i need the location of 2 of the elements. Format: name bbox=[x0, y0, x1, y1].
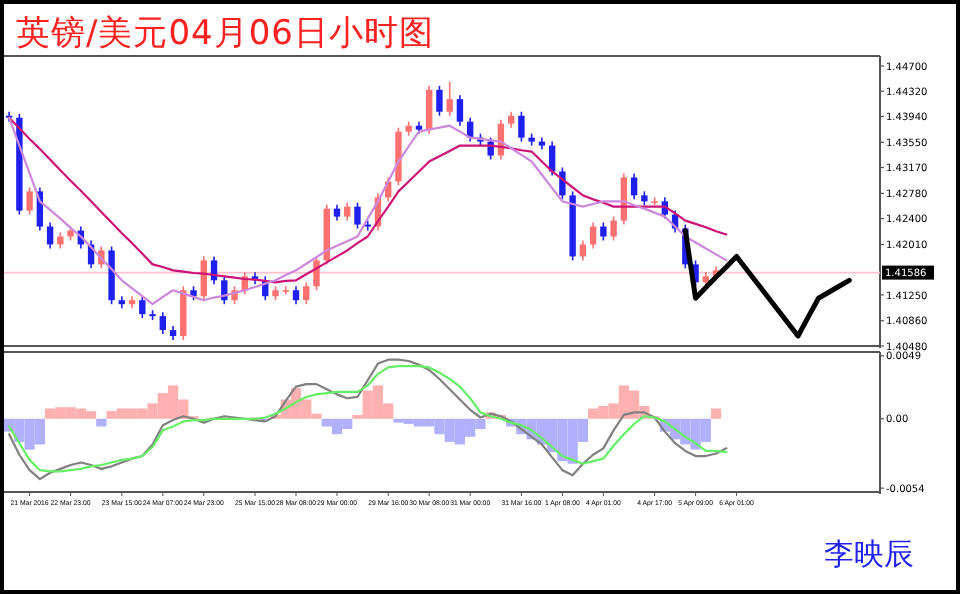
chart-title: 英镑/美元04月06日小时图 bbox=[16, 14, 434, 54]
text: 李映辰 bbox=[824, 536, 914, 572]
